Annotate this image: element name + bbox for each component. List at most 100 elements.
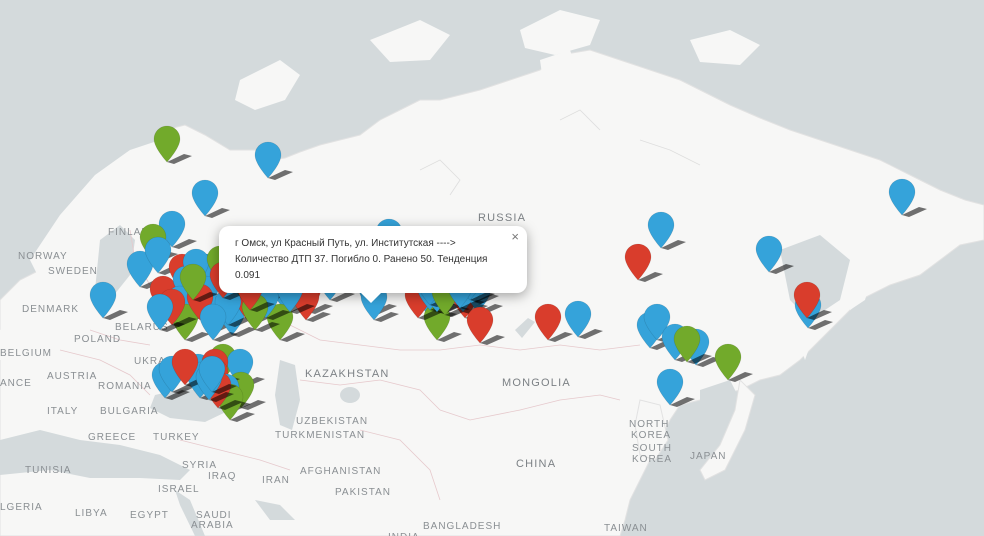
country-label: INDIA bbox=[388, 532, 420, 536]
pin-shadow bbox=[103, 310, 128, 320]
country-label: AFGHANISTAN bbox=[300, 466, 382, 477]
pin-body bbox=[624, 243, 652, 281]
country-label: BANGLADESH bbox=[423, 521, 502, 532]
country-label: KOREA bbox=[631, 430, 672, 441]
pin-shadow bbox=[230, 412, 255, 422]
pin-shadow bbox=[218, 400, 243, 410]
pin-shadow bbox=[330, 292, 355, 302]
pin-body bbox=[755, 235, 783, 273]
pin-icon bbox=[153, 125, 192, 164]
map-marker-blue[interactable] bbox=[191, 179, 230, 218]
pin-shadow bbox=[172, 239, 197, 249]
country-label: IRAN bbox=[262, 475, 290, 486]
pin-shadow bbox=[418, 310, 443, 320]
pin-body bbox=[714, 343, 742, 381]
pin-shadow bbox=[255, 322, 280, 332]
country-label: UKRAINE bbox=[134, 356, 186, 367]
pin-body bbox=[198, 355, 226, 393]
popup-text: г Омск, ул Красный Путь, ул. Институтска… bbox=[235, 238, 488, 281]
country-label: EGYPT bbox=[130, 510, 169, 521]
pin-body bbox=[534, 303, 562, 341]
pin-body bbox=[793, 281, 821, 319]
map-marker-blue[interactable] bbox=[656, 368, 695, 407]
country-label: ANCE bbox=[0, 378, 32, 389]
country-label: NORTH bbox=[629, 419, 670, 430]
map-marker-red[interactable] bbox=[171, 348, 210, 387]
pin-icon bbox=[647, 211, 686, 250]
pin-shadow bbox=[165, 390, 190, 400]
pin-shadow bbox=[548, 332, 573, 342]
map-marker-blue[interactable] bbox=[199, 303, 238, 342]
country-label: ARABIA bbox=[191, 520, 234, 531]
map-marker-blue[interactable] bbox=[89, 281, 128, 320]
map-marker-blue[interactable] bbox=[146, 293, 185, 332]
pin-shadow bbox=[209, 392, 234, 402]
map-marker-blue[interactable] bbox=[647, 211, 686, 250]
pin-body bbox=[199, 303, 227, 341]
pin-shadow bbox=[460, 300, 485, 310]
map-marker-blue[interactable] bbox=[888, 178, 927, 217]
pin-shadow bbox=[638, 272, 663, 282]
pin-shadow bbox=[232, 327, 257, 337]
pin-icon bbox=[89, 281, 128, 320]
country-label: AUSTRIA bbox=[47, 371, 98, 382]
country-label: ITALY bbox=[47, 406, 79, 417]
pin-shadow bbox=[193, 292, 218, 302]
map-marker-red[interactable] bbox=[793, 281, 832, 320]
pin-shadow bbox=[807, 310, 832, 320]
pin-icon bbox=[144, 236, 183, 275]
map-marker-green[interactable] bbox=[673, 325, 712, 364]
pin-body bbox=[171, 348, 199, 386]
country-label: RUSSIA bbox=[478, 212, 527, 224]
popup-tip bbox=[361, 293, 381, 303]
pin-shadow bbox=[250, 302, 275, 312]
map-marker-blue[interactable] bbox=[198, 355, 237, 394]
map-marker-red[interactable] bbox=[466, 306, 505, 345]
map-marker-green[interactable] bbox=[714, 343, 753, 382]
country-label: SOUTH bbox=[632, 443, 672, 454]
pin-shadow bbox=[280, 332, 305, 342]
map-marker-red[interactable] bbox=[534, 303, 573, 342]
map-marker-green[interactable] bbox=[153, 125, 192, 164]
country-label: ROMANIA bbox=[98, 381, 152, 392]
country-label: CHINA bbox=[516, 458, 557, 470]
pin-shadow bbox=[290, 304, 315, 314]
pin-body bbox=[153, 125, 181, 163]
pin-shadow bbox=[670, 397, 695, 407]
pin-icon bbox=[146, 293, 185, 332]
pin-icon bbox=[254, 141, 293, 180]
pin-icon bbox=[714, 343, 753, 382]
popup-close-button[interactable]: × bbox=[511, 229, 519, 244]
marker-popup: × г Омск, ул Красный Путь, ул. Институтс… bbox=[219, 226, 527, 303]
country-label: LGERIA bbox=[0, 502, 43, 513]
pin-shadow bbox=[437, 332, 462, 342]
pin-icon bbox=[179, 263, 218, 302]
pin-body bbox=[146, 293, 174, 331]
pin-icon bbox=[755, 235, 794, 274]
country-label: GREECE bbox=[88, 432, 137, 443]
map-marker-blue[interactable] bbox=[144, 236, 183, 275]
pin-body bbox=[673, 325, 701, 363]
map-marker-blue[interactable] bbox=[564, 300, 603, 339]
country-label: JAPAN bbox=[690, 451, 727, 462]
pin-body bbox=[191, 179, 219, 217]
pin-shadow bbox=[160, 322, 185, 332]
pin-icon bbox=[171, 348, 210, 387]
pin-shadow bbox=[696, 357, 721, 367]
country-label: ISRAEL bbox=[158, 484, 200, 495]
pin-shadow bbox=[308, 304, 333, 314]
pin-icon bbox=[624, 243, 663, 282]
map-marker-blue[interactable] bbox=[254, 141, 293, 180]
country-label: POLAND bbox=[74, 334, 122, 345]
pin-shadow bbox=[228, 317, 253, 327]
map-marker-blue[interactable] bbox=[755, 235, 794, 274]
map-marker-red[interactable] bbox=[624, 243, 663, 282]
pin-icon bbox=[191, 179, 230, 218]
country-label: BELARUS bbox=[115, 322, 169, 333]
pin-icon bbox=[564, 300, 603, 339]
map-marker-green[interactable] bbox=[179, 263, 218, 302]
pin-shadow bbox=[167, 154, 192, 164]
pin-body bbox=[179, 263, 207, 301]
pin-icon bbox=[888, 178, 927, 217]
